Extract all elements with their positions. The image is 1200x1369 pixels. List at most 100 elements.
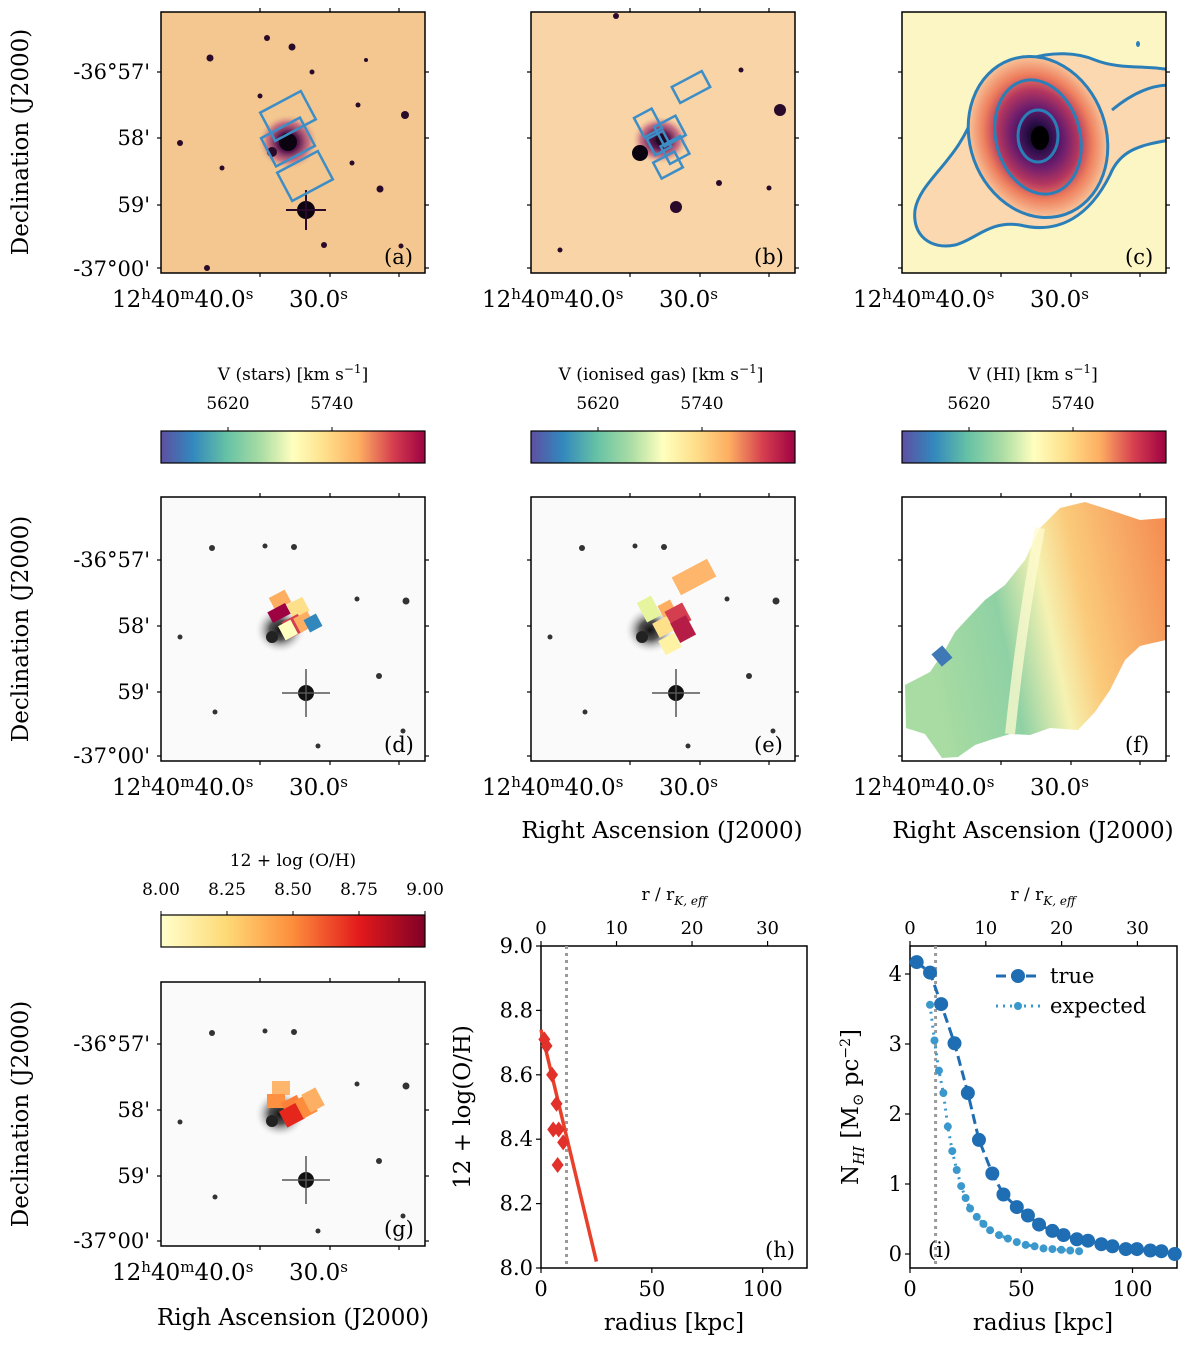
ra-tick-s-unit: s [987, 285, 995, 303]
top-tick-label: 20 [681, 918, 704, 939]
panel-h-top-axis: 0 10 20 30 [535, 918, 779, 946]
svg-text:r / rK, eff: r / rK, eff [642, 885, 709, 908]
colorbar-oh-tick: 8.25 [208, 880, 246, 900]
row2-ra-ticks-d: 12h40m40.0s 30.0s [112, 773, 348, 801]
circle-marker-icon [1056, 1228, 1071, 1243]
colorbar-oh-label: 12 + log (O/H) [230, 851, 356, 871]
ra-tick-label: 12h40m40.0s [112, 285, 253, 313]
y-tick-label: 8.6 [500, 1063, 533, 1087]
circle-marker-icon [1154, 1244, 1169, 1259]
colorbar-gas-end: ] [757, 365, 764, 385]
panel-h-top-label: r / r [642, 885, 676, 905]
ra-tick-m-unit: m [921, 773, 935, 791]
ra-tick-label: 12h40m40.0s [112, 1258, 253, 1286]
circle-marker-icon [1021, 1240, 1030, 1249]
ra-tick-seconds: 40.0 [194, 1260, 245, 1286]
y-tick-label: 2 [889, 1102, 902, 1126]
panel-i-marks [909, 946, 1182, 1268]
circle-marker-icon [926, 1000, 935, 1009]
panel-g-label: (g) [384, 1217, 414, 1241]
circle-marker-icon [939, 1089, 948, 1097]
circle-marker-icon [957, 1182, 966, 1191]
panel-i-legend: true expected [996, 964, 1146, 1018]
diamond-marker-icon [546, 1066, 559, 1083]
panel-f-velocity-field [905, 502, 1166, 758]
top-tick-label: 0 [535, 918, 546, 939]
colorbar-hi-end: ] [1091, 365, 1098, 385]
colorbar-stars-exp: −1 [344, 362, 362, 376]
circle-marker-icon [1030, 1242, 1039, 1251]
circle-marker-icon [996, 1187, 1011, 1202]
ra-tick-label: 30.0s [289, 285, 348, 313]
x-tick-label: 50 [1008, 1277, 1035, 1301]
ra-tick-s-unit: s [246, 1258, 254, 1276]
panel-a: (a) [157, 8, 429, 277]
ra-tick-s-unit: s [246, 773, 254, 791]
metallicity-gradient-fit [539, 1029, 599, 1262]
ra-tick-h-unit: h [882, 285, 892, 303]
circle-marker-icon [1039, 1244, 1048, 1253]
ra-tick-hours: 12 [482, 775, 511, 801]
panel-g-xlabel: Righ Ascension (J2000) [157, 1305, 429, 1331]
circle-marker-icon [930, 1036, 939, 1045]
row2-ra-ticks-e: 12h40m40.0s 30.0s [482, 773, 718, 801]
row3-ra-ticks-g: 12h40m40.0s 30.0s [112, 1258, 348, 1286]
circle-marker-icon [1069, 1232, 1084, 1247]
ra-tick-s-unit: s [710, 285, 718, 303]
colorbar-gas-tick: 5620 [576, 394, 619, 414]
ra-tick-s-unit: s [710, 773, 718, 791]
star-marker-icon [282, 1156, 330, 1204]
panel-h-marks [538, 946, 599, 1268]
panel-h-top-label-sub: K, eff [673, 894, 709, 908]
legend-expected-label: expected [1050, 994, 1146, 1018]
dec-tick-label: 59' [118, 680, 151, 704]
ra-tick-label: 30.0s [289, 773, 348, 801]
ra-tick-s-unit: s [987, 773, 995, 791]
panel-i-ylabel-unit2: pc [838, 1059, 864, 1094]
dec-tick-label: 59' [118, 1164, 151, 1188]
panel-i-ylabel-exp: −2 [838, 1038, 854, 1059]
panel-d: (d) [157, 493, 429, 765]
circle-marker-icon [1167, 1247, 1182, 1261]
ra-tick-s-unit: s [1081, 773, 1089, 791]
colorbar-gas-exp: −1 [739, 362, 757, 376]
row1-ylabel: Declination (J2000) [8, 29, 34, 255]
ra-tick-s-unit: s [1081, 285, 1089, 303]
ra-tick-s-unit: s [616, 773, 624, 791]
ra-tick-seconds: 40.0 [194, 287, 245, 313]
colorbar-gas-label: V (ionised gas) [km s [558, 365, 739, 385]
panel-b: (b) [527, 8, 799, 277]
row1-dec-ticks: -36°57' 58' 59' -37°00' [73, 60, 150, 281]
ra-tick-label: 30.0s [659, 285, 718, 313]
svg-text:V (stars) [km s−1]: V (stars) [km s−1] [217, 362, 368, 385]
top-tick-label: 30 [1126, 918, 1149, 939]
panel-i-ylabel-unit: [M [838, 1106, 864, 1146]
panel-e-velocity-patches [636, 558, 717, 656]
panel-i-top-label-sub: K, eff [1042, 894, 1078, 908]
colorbar-stars-tick: 5620 [206, 394, 249, 414]
circle-marker-icon [1057, 1245, 1066, 1254]
ra-tick-seconds: 30.0 [1030, 775, 1081, 801]
colorbar-stars-end: ] [362, 365, 369, 385]
circle-marker-icon [952, 1166, 961, 1174]
circle-marker-icon [972, 1212, 981, 1221]
panel-d-label: (d) [384, 733, 414, 757]
ra-tick-label: 30.0s [1030, 285, 1089, 313]
diamond-marker-icon [557, 1134, 570, 1151]
top-tick-label: 30 [756, 918, 779, 939]
panel-e: (e) [527, 493, 799, 765]
y-tick-label: 8.4 [500, 1127, 533, 1151]
panel-i-ylabel: N [838, 1165, 864, 1185]
dec-tick-label: 58' [118, 126, 151, 150]
row1-ra-ticks-c: 12h40m40.0s 30.0s [853, 285, 1089, 313]
colorbar-oh-tick: 8.00 [142, 880, 180, 900]
circle-marker-icon [960, 1086, 975, 1100]
colorbar-hi-tick: 5620 [947, 394, 990, 414]
y-tick-label: 8.8 [500, 998, 533, 1022]
circle-marker-icon [909, 955, 924, 970]
panel-h-label: (h) [765, 1238, 795, 1262]
circle-marker-icon [934, 997, 949, 1012]
x-tick-label: 0 [534, 1277, 547, 1301]
ra-tick-seconds: 30.0 [289, 775, 340, 801]
ra-tick-label: 12h40m40.0s [853, 773, 994, 801]
